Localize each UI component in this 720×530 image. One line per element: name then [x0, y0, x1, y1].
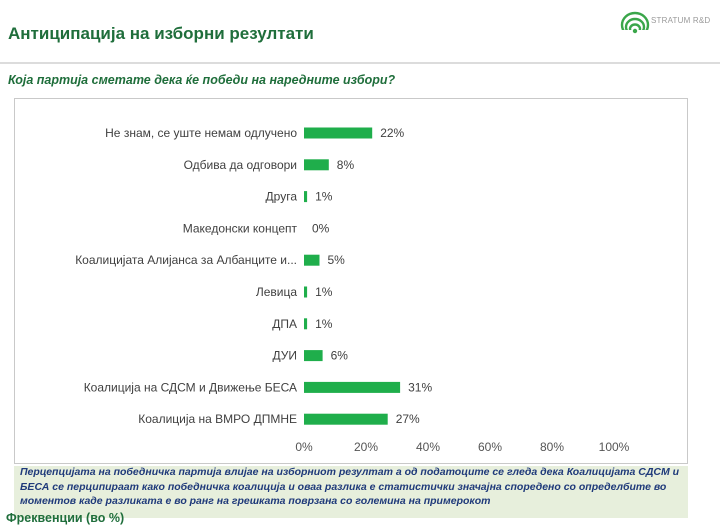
bar — [304, 350, 323, 362]
category-label: Коалиција на СДСМ и Движење БЕСА — [84, 380, 297, 394]
logo-text: STRATUM R&D — [651, 16, 711, 25]
x-tick-label: 20% — [354, 440, 378, 454]
survey-question: Која партија сметате дека ќе победи на н… — [8, 73, 396, 87]
category-label: ДПА — [272, 317, 297, 331]
chart-panel: Не знам, се уште немам одлучено 22% Одбива… — [14, 98, 688, 464]
value-label: 31% — [408, 380, 432, 394]
x-tick-label: 100% — [599, 440, 630, 454]
bar — [304, 413, 388, 425]
category-label: ДУИ — [272, 349, 297, 363]
x-tick-label: 40% — [416, 440, 440, 454]
value-label: 6% — [331, 349, 349, 363]
category-label: Одбива да одговори — [184, 158, 297, 172]
bar — [304, 318, 308, 330]
value-label: 8% — [337, 158, 355, 172]
value-label: 27% — [396, 412, 420, 426]
category-label: Не знам, се уште немам одлучено — [105, 126, 297, 140]
value-label: 5% — [328, 253, 346, 267]
x-tick-label: 80% — [540, 440, 564, 454]
value-label: 1% — [315, 285, 333, 299]
x-tick-label: 0% — [295, 440, 313, 454]
value-label: 22% — [380, 126, 404, 140]
category-label: Македонски концепт — [183, 221, 298, 235]
bar — [304, 286, 308, 298]
page-title: Антиципација на изборни резултати — [8, 24, 314, 43]
footer-label: Фреквенции (во %) — [6, 511, 125, 525]
bar-chart: Не знам, се уште немам одлучено 22% Одбива… — [75, 126, 630, 454]
stratum-logo — [620, 11, 650, 40]
category-label: Друга — [266, 190, 298, 204]
header-divider — [0, 62, 720, 64]
bar — [304, 191, 308, 203]
value-label: 1% — [315, 190, 333, 204]
category-label: Левица — [256, 285, 298, 299]
bar — [304, 381, 401, 393]
bar — [304, 254, 320, 266]
bar — [304, 159, 329, 171]
value-label: 0% — [312, 221, 330, 235]
bar — [304, 127, 373, 139]
x-tick-label: 60% — [478, 440, 502, 454]
note-box — [14, 466, 688, 518]
note-text: Перцепцијата на победничка партија влија… — [20, 466, 680, 507]
category-label: Коалицијата Алијанса за Албанците и... — [75, 253, 297, 267]
category-label: Коалиција на ВМРО ДПМНЕ — [138, 412, 297, 426]
value-label: 1% — [315, 317, 333, 331]
